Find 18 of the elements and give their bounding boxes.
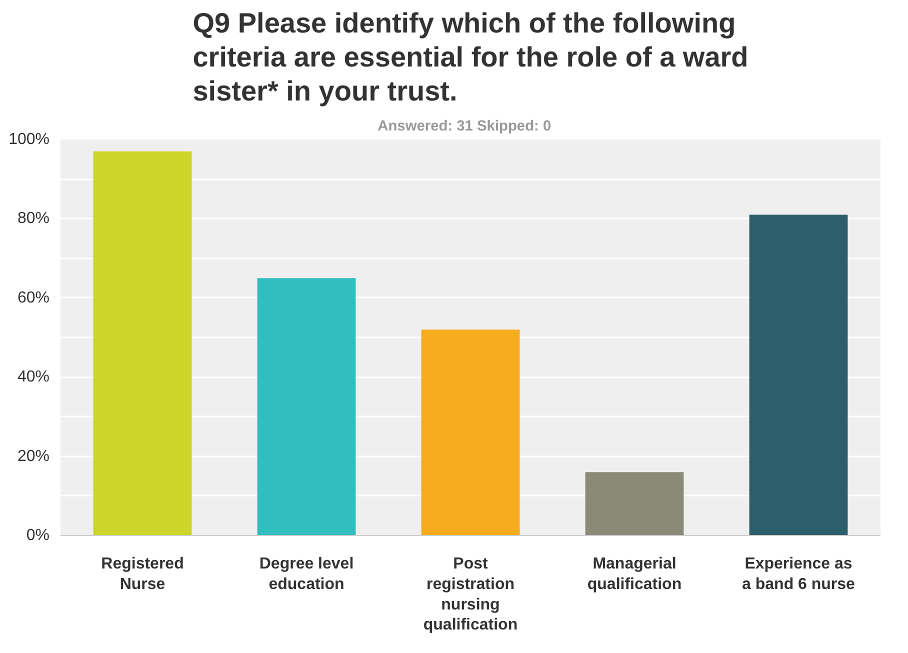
x-tick-label: Post registration nursing qualification xyxy=(423,556,518,634)
bar xyxy=(749,214,848,536)
x-tick-label: Registered Nurse xyxy=(101,556,184,593)
x-tick-label: Experience as a band 6 nurse xyxy=(742,556,856,593)
x-tick-label: Managerial qualification xyxy=(587,556,682,593)
chart-subtitle: Answered: 31 Skipped: 0 xyxy=(378,118,552,134)
bar xyxy=(257,278,356,536)
y-tick-label: 80% xyxy=(17,210,50,228)
x-tick-label: Degree level education xyxy=(259,556,354,593)
bar xyxy=(421,330,520,536)
y-tick-label: 60% xyxy=(17,289,50,306)
chart-title: Q9 Please identify which of the following criteria are essential for the role of a ward sister* in your trust. xyxy=(192,7,748,106)
y-tick-label: 20% xyxy=(17,448,50,465)
y-tick-label: 100% xyxy=(8,131,50,148)
y-tick-label: 40% xyxy=(17,368,50,386)
y-tick-label: 0% xyxy=(26,527,50,544)
bar xyxy=(93,151,192,536)
bar xyxy=(585,472,684,536)
